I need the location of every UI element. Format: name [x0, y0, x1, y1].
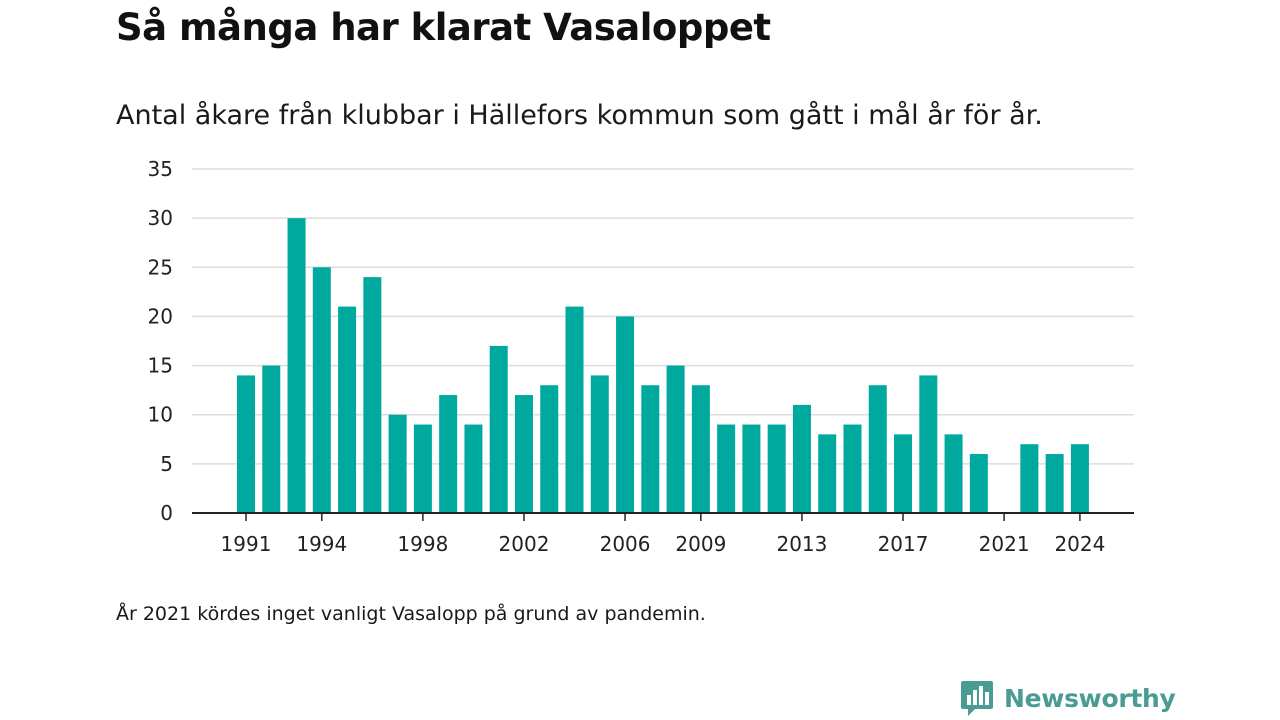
x-tick-label: 1998 — [397, 532, 448, 556]
x-axis-labels: 1991 1994 1998 2002 2006 2009 2013 2017 2021 2024 — [221, 532, 1106, 556]
x-tick-label: 2009 — [675, 532, 726, 556]
newsworthy-logo: Newsworthy — [960, 678, 1176, 718]
bar-1993 — [287, 218, 306, 513]
footnote: År 2021 kördes inget vanligt Vasalopp på… — [116, 603, 706, 625]
bar-1991 — [237, 375, 255, 513]
brand-name: Newsworthy — [1004, 683, 1176, 713]
bar-1994 — [312, 267, 331, 513]
bar-2005 — [590, 375, 609, 513]
bar-2022 — [1020, 444, 1039, 513]
x-tick-label: 1994 — [296, 532, 347, 556]
bar-2010 — [717, 424, 736, 513]
y-tick-label: 25 — [148, 255, 173, 279]
bar-2000 — [464, 424, 483, 513]
y-tick-label: 10 — [148, 403, 173, 427]
bar-2001 — [489, 345, 508, 513]
bar-chart: 0 5 10 15 20 25 30 35 1991 1994 1998 2002 2006 2009 2… — [148, 157, 1134, 556]
bar-2004 — [565, 306, 584, 513]
x-tick-label: 2024 — [1054, 532, 1105, 556]
bar-2018 — [919, 375, 938, 513]
chart-title: Så många har klarat Vasaloppet — [116, 6, 771, 49]
y-tick-label: 0 — [160, 501, 173, 525]
y-axis-labels: 0 5 10 15 20 25 30 35 — [148, 157, 173, 525]
x-tick-label: 2006 — [600, 532, 651, 556]
bar-2020 — [969, 454, 988, 513]
x-tick-label: 2002 — [499, 532, 550, 556]
bar-2008 — [666, 365, 685, 513]
gridlines — [192, 168, 1134, 465]
bar-2015 — [843, 424, 862, 513]
bar-2002 — [514, 395, 533, 513]
bar-2009 — [691, 385, 710, 513]
bar-1995 — [338, 306, 357, 513]
bar-2019 — [944, 434, 963, 513]
bar-1996 — [363, 277, 382, 513]
y-tick-label: 5 — [160, 452, 173, 476]
bar-2006 — [616, 316, 635, 513]
bar-2014 — [818, 434, 837, 513]
bar-2023 — [1045, 454, 1064, 513]
bar-1997 — [388, 414, 407, 513]
y-tick-label: 30 — [148, 206, 173, 230]
y-tick-label: 15 — [148, 354, 173, 378]
bar-1999 — [439, 395, 458, 513]
bar-2013 — [792, 404, 811, 513]
bar-1998 — [413, 424, 432, 513]
bar-2011 — [742, 424, 761, 513]
bar-2012 — [767, 424, 786, 513]
x-tick-label: 2013 — [776, 532, 827, 556]
y-tick-label: 35 — [148, 157, 173, 181]
bar-2017 — [894, 434, 913, 513]
bar-1992 — [262, 365, 281, 513]
x-tick-label: 1991 — [221, 532, 272, 556]
y-tick-label: 20 — [148, 304, 173, 328]
x-axis — [192, 512, 1134, 521]
bar-2024 — [1070, 444, 1089, 513]
bars — [237, 218, 1089, 513]
bar-chart-icon — [961, 681, 993, 716]
bar-2016 — [868, 385, 887, 513]
bar-2003 — [540, 385, 559, 513]
x-tick-label: 2021 — [979, 532, 1030, 556]
x-tick-label: 2017 — [878, 532, 929, 556]
chart-subtitle: Antal åkare från klubbar i Hällefors kom… — [116, 100, 1043, 131]
bar-2007 — [641, 385, 660, 513]
